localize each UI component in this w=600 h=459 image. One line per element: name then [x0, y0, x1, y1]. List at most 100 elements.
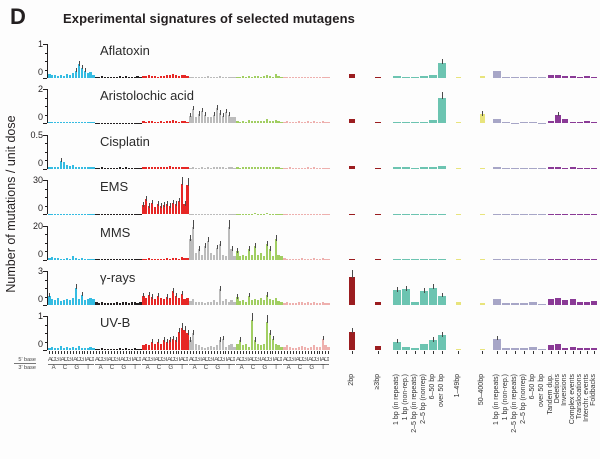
bar: [89, 347, 92, 351]
bar: [57, 298, 60, 305]
bar: [280, 76, 283, 78]
bar: [145, 199, 148, 215]
bar: [60, 346, 63, 351]
error-bar: [272, 335, 274, 340]
error-bar: [152, 294, 154, 299]
bar: [224, 111, 227, 124]
bar: [206, 240, 210, 260]
bar: [479, 168, 485, 169]
bar: [65, 299, 69, 305]
error-bar: [222, 112, 224, 118]
bar: [57, 257, 60, 260]
error-bar: [166, 294, 168, 299]
bar: [159, 75, 163, 78]
bar: [130, 301, 133, 305]
bar: [51, 75, 54, 78]
x-axis-tick: [131, 351, 133, 355]
bar: [92, 213, 95, 215]
bar: [271, 338, 274, 351]
error-bar: [187, 329, 189, 335]
x-axis-tick: [325, 351, 327, 355]
bar: [118, 259, 122, 260]
x-axis-tick: [506, 351, 507, 355]
bar: [151, 202, 154, 215]
bar: [584, 168, 590, 169]
bar: [68, 300, 72, 305]
bar: [548, 299, 554, 305]
bar: [286, 345, 289, 351]
bar: [124, 122, 127, 124]
bar: [57, 122, 60, 124]
bar: [292, 213, 295, 215]
y-axis-tick: [43, 271, 47, 272]
bar: [256, 76, 260, 78]
bar: [318, 168, 321, 169]
bar: [375, 76, 381, 78]
bar: [139, 213, 142, 215]
x-axis-tick: [178, 351, 180, 355]
y-axis-tick: [43, 225, 47, 227]
bar: [538, 213, 546, 215]
bar: [591, 121, 597, 124]
bar: [393, 213, 401, 215]
x-axis-tick: [169, 351, 171, 355]
bar: [68, 75, 72, 78]
bar: [54, 258, 57, 260]
bar: [133, 348, 136, 351]
bar: [127, 348, 130, 351]
bar: [318, 77, 321, 78]
bar: [283, 121, 286, 124]
bar: [577, 213, 583, 215]
bar: [212, 254, 216, 260]
bar: [265, 295, 268, 305]
bar: [493, 71, 501, 78]
bar: [209, 252, 213, 260]
bar: [300, 258, 304, 260]
error-bar: [219, 285, 221, 291]
bar: [177, 298, 180, 305]
mutagen-label: Aristolochic acid: [100, 88, 194, 104]
y-axis-tick: [43, 134, 47, 136]
bar: [83, 167, 86, 169]
bar: [74, 70, 77, 78]
bar: [303, 258, 307, 260]
x-axis-tick: [163, 351, 165, 355]
bar: [259, 345, 263, 351]
bar: [315, 121, 318, 124]
x-axis-tick: [78, 351, 80, 355]
bar: [92, 299, 95, 305]
error-bar: [424, 288, 425, 293]
bar: [162, 299, 166, 305]
bar: [277, 76, 280, 78]
x-axis-tick: [152, 351, 153, 355]
bar: [429, 258, 437, 260]
context-3prime-base: A: [286, 365, 291, 371]
error-bar: [81, 64, 83, 70]
error-bar: [266, 240, 268, 246]
bar: [154, 76, 157, 78]
bar: [429, 166, 437, 169]
bar: [318, 258, 321, 260]
bar: [89, 121, 92, 124]
y-axis-tick: [44, 242, 47, 244]
bar: [292, 168, 295, 169]
bar: [57, 167, 60, 169]
bar: [520, 347, 528, 351]
bar: [80, 347, 83, 351]
x-axis-tick: [193, 351, 195, 355]
bar: [165, 204, 169, 215]
bar: [74, 213, 77, 215]
bar: [289, 347, 292, 351]
bar: [230, 117, 233, 124]
bar: [83, 213, 86, 215]
bar: [101, 122, 104, 124]
bar: [151, 121, 154, 124]
bar: [479, 348, 485, 351]
bar: [274, 167, 277, 169]
bar: [107, 259, 110, 260]
bar: [186, 167, 189, 169]
error-bar: [190, 337, 192, 342]
x-axis-tick: [122, 351, 124, 355]
